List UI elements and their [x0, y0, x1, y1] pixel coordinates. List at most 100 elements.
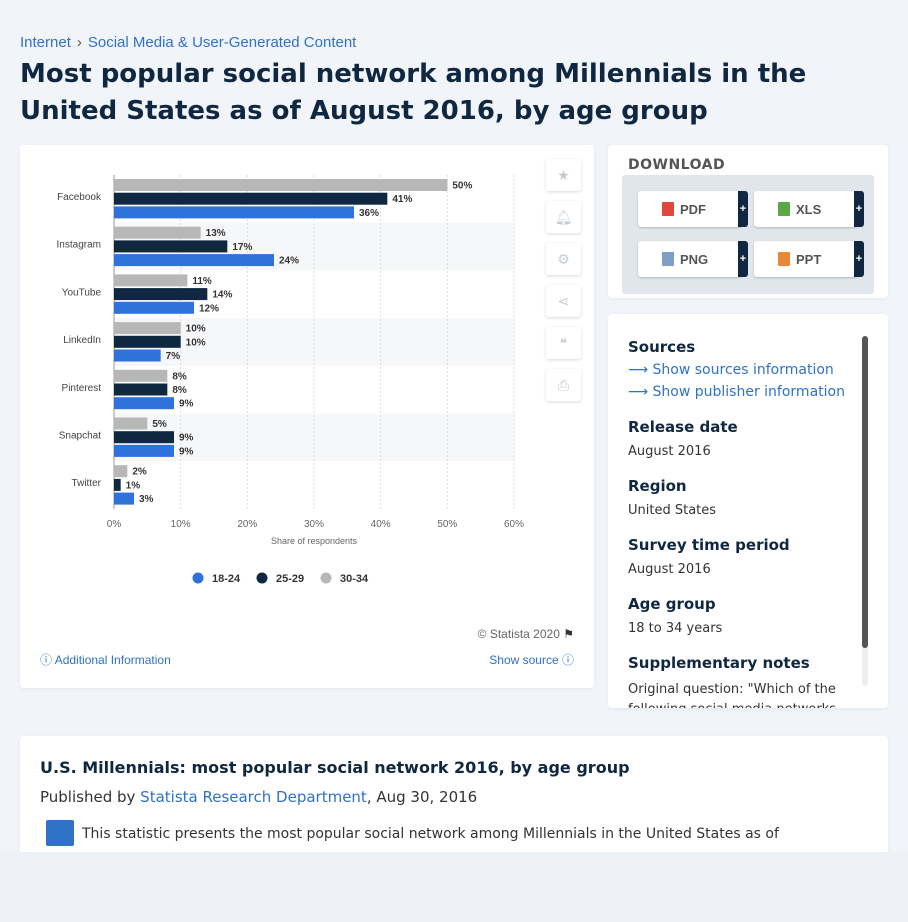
bar — [114, 383, 168, 396]
show-publisher-link[interactable]: ⟶ Show publisher information — [628, 384, 852, 400]
x-tick-label: 20% — [237, 519, 257, 530]
legend-label: 25-29 — [276, 573, 304, 585]
png-file-icon — [662, 252, 674, 266]
bar — [114, 301, 194, 314]
page-footer — [0, 852, 908, 922]
bar — [114, 417, 148, 430]
bar — [114, 369, 168, 382]
download-title: DOWNLOAD — [628, 157, 726, 173]
published-by: Published by Statista Research Departmen… — [40, 788, 477, 806]
age-group-value: 18 to 34 years — [628, 621, 723, 636]
data-label: 36% — [359, 208, 379, 219]
additional-info-link[interactable]: ⓘ Additional Information — [40, 651, 171, 668]
breadcrumb-separator: › — [76, 34, 82, 51]
chart-tools: ★ 🔔︎ ⚙ ⋖ ❝ ⎙ — [546, 159, 582, 411]
png-label: PNG — [680, 251, 709, 267]
data-label: 50% — [452, 181, 472, 192]
data-label: 11% — [192, 276, 212, 287]
pdf-label: PDF — [680, 201, 706, 217]
data-label: 1% — [126, 480, 141, 491]
xls-label: XLS — [796, 201, 822, 217]
statistic-icon — [46, 820, 74, 846]
flag-icon[interactable]: ⚑ — [563, 627, 574, 641]
x-tick-label: 30% — [304, 519, 324, 530]
publish-date: , Aug 30, 2016 — [366, 788, 478, 806]
category-label: LinkedIn — [63, 335, 101, 346]
bell-icon[interactable]: 🔔︎ — [546, 201, 581, 233]
data-label: 24% — [279, 256, 299, 267]
download-ppt-button[interactable]: PPT + — [754, 241, 864, 277]
survey-period-value: August 2016 — [628, 562, 711, 577]
data-label: 7% — [166, 351, 181, 362]
copyright-text: © Statista 2020 — [477, 627, 560, 641]
show-source-link[interactable]: Show source ⓘ — [489, 651, 574, 668]
x-tick-label: 10% — [171, 519, 191, 530]
bar — [114, 274, 188, 287]
legend-label: 18-24 — [212, 573, 241, 585]
bar — [114, 288, 208, 301]
breadcrumb-social-media[interactable]: Social Media & User-Generated Content — [87, 34, 357, 51]
quote-icon[interactable]: ❝ — [546, 327, 581, 359]
plus-icon[interactable]: + — [738, 241, 748, 277]
bar — [114, 335, 181, 348]
bar — [114, 465, 128, 478]
info-card: Sources ⟶ Show sources information ⟶ Sho… — [608, 314, 888, 708]
data-label: 14% — [212, 290, 232, 301]
x-tick-label: 60% — [504, 519, 524, 530]
category-label: YouTube — [62, 287, 102, 298]
legend-label: 30-34 — [340, 573, 369, 585]
x-tick-label: 50% — [437, 519, 457, 530]
category-label: Instagram — [57, 240, 101, 251]
survey-period-label: Survey time period — [628, 536, 790, 554]
info-icon: ⓘ — [561, 653, 574, 667]
data-label: 8% — [172, 371, 187, 382]
description-text: This statistic presents the most popular… — [82, 826, 779, 842]
gear-icon[interactable]: ⚙ — [546, 243, 581, 275]
share-icon[interactable]: ⋖ — [546, 285, 581, 317]
region-label: Region — [628, 477, 687, 495]
copyright: © Statista 2020 ⚑ — [478, 627, 574, 641]
description-title: U.S. Millennials: most popular social ne… — [40, 758, 630, 777]
legend-marker — [320, 572, 332, 584]
breadcrumb: Internet › Social Media & User-Generated C… — [20, 34, 356, 51]
info-scrollbar[interactable] — [862, 336, 868, 686]
plus-icon[interactable]: + — [854, 241, 864, 277]
row-band — [114, 413, 514, 462]
download-card: DOWNLOAD PDF + XLS + PNG + PPT + — [608, 145, 888, 298]
show-sources-link[interactable]: ⟶ Show sources information — [628, 362, 852, 378]
info-content: Sources ⟶ Show sources information ⟶ Sho… — [628, 334, 852, 708]
bar — [114, 240, 228, 253]
xls-file-icon — [778, 202, 790, 216]
data-label: 17% — [232, 242, 252, 253]
age-group-label: Age group — [628, 595, 716, 613]
data-label: 3% — [139, 494, 154, 505]
ppt-file-icon — [778, 252, 790, 266]
download-xls-button[interactable]: XLS + — [754, 191, 864, 227]
release-date-label: Release date — [628, 418, 738, 436]
bar — [114, 192, 388, 205]
category-label: Twitter — [72, 478, 102, 489]
additional-info-text: Additional Information — [54, 653, 171, 667]
bar — [114, 444, 174, 457]
plus-icon[interactable]: + — [738, 191, 748, 227]
data-label: 8% — [172, 385, 187, 396]
bar — [114, 179, 448, 191]
data-label: 10% — [186, 324, 206, 335]
show-source-text: Show source — [489, 653, 559, 667]
download-box: PDF + XLS + PNG + PPT + — [622, 175, 874, 294]
info-icon: ⓘ — [40, 653, 53, 667]
x-tick-label: 0% — [107, 519, 122, 530]
arrow-right-icon: ⟶ — [628, 384, 649, 400]
data-label: 5% — [152, 419, 167, 430]
publisher-link[interactable]: Statista Research Department — [140, 788, 367, 806]
breadcrumb-internet[interactable]: Internet — [20, 34, 71, 51]
page-title: Most popular social network among Millen… — [20, 59, 807, 126]
print-icon[interactable]: ⎙ — [546, 369, 581, 401]
bar — [114, 397, 174, 410]
plus-icon[interactable]: + — [854, 191, 864, 227]
download-pdf-button[interactable]: PDF + — [638, 191, 748, 227]
data-label: 10% — [186, 337, 206, 348]
scrollbar-thumb[interactable] — [862, 336, 868, 648]
download-png-button[interactable]: PNG + — [638, 241, 748, 277]
star-icon[interactable]: ★ — [546, 159, 581, 191]
